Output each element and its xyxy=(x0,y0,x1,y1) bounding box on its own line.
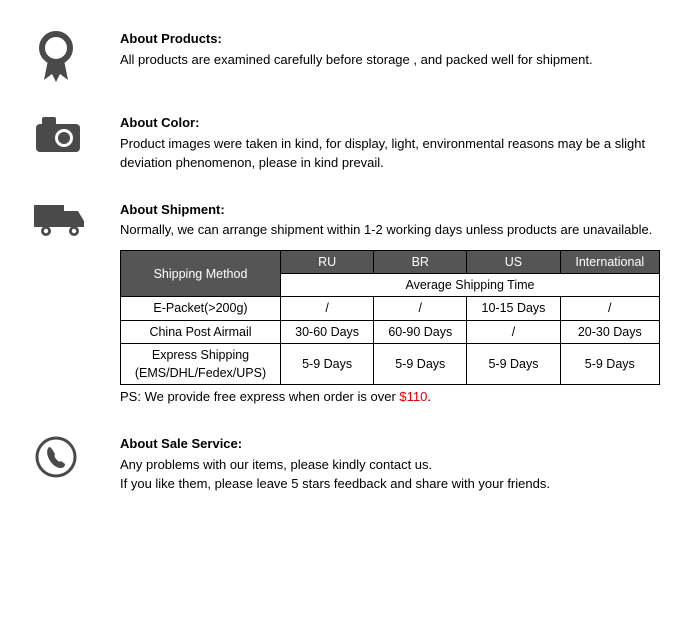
cell: 30-60 Days xyxy=(281,320,374,343)
cell: 60-90 Days xyxy=(374,320,467,343)
service-body2: If you like them, please leave 5 stars f… xyxy=(120,475,670,494)
cell: / xyxy=(560,297,659,320)
camera-icon xyxy=(30,114,120,154)
section-shipment: About Shipment: Normally, we can arrange… xyxy=(30,201,670,407)
table-row: Express Shipping (EMS/DHL/Fedex/UPS) 5-9… xyxy=(121,343,660,384)
truck-icon xyxy=(30,201,120,239)
region-header: International xyxy=(560,251,659,274)
region-header: US xyxy=(467,251,560,274)
color-body: Product images were taken in kind, for d… xyxy=(120,135,670,173)
avg-label: Average Shipping Time xyxy=(281,274,660,297)
table-header-row: Shipping Method RU BR US International xyxy=(121,251,660,274)
region-header: BR xyxy=(374,251,467,274)
table-row: China Post Airmail 30-60 Days 60-90 Days… xyxy=(121,320,660,343)
cell: / xyxy=(467,320,560,343)
method-cell: China Post Airmail xyxy=(121,320,281,343)
cell: 10-15 Days xyxy=(467,297,560,320)
products-heading: About Products: xyxy=(120,30,670,49)
method-cell: E-Packet(>200g) xyxy=(121,297,281,320)
shipping-table: Shipping Method RU BR US International A… xyxy=(120,250,660,385)
cell: 5-9 Days xyxy=(374,343,467,384)
shipment-body: Normally, we can arrange shipment within… xyxy=(120,221,670,240)
section-color: About Color: Product images were taken i… xyxy=(30,114,670,173)
region-header: RU xyxy=(281,251,374,274)
service-content: About Sale Service: Any problems with ou… xyxy=(120,435,670,494)
service-body1: Any problems with our items, please kind… xyxy=(120,456,670,475)
method-header: Shipping Method xyxy=(121,251,281,297)
cell: / xyxy=(281,297,374,320)
cell: 5-9 Days xyxy=(467,343,560,384)
products-content: About Products: All products are examine… xyxy=(120,30,670,70)
ps-prefix: PS: We provide free express when order i… xyxy=(120,389,399,404)
cell: / xyxy=(374,297,467,320)
method-cell: Express Shipping (EMS/DHL/Fedex/UPS) xyxy=(121,343,281,384)
color-content: About Color: Product images were taken i… xyxy=(120,114,670,173)
service-heading: About Sale Service: xyxy=(120,435,670,454)
ps-suffix: . xyxy=(427,389,431,404)
shipment-heading: About Shipment: xyxy=(120,201,670,220)
table-row: E-Packet(>200g) / / 10-15 Days / xyxy=(121,297,660,320)
color-heading: About Color: xyxy=(120,114,670,133)
ps-amount: $110 xyxy=(399,389,427,404)
products-body: All products are examined carefully befo… xyxy=(120,51,670,70)
phone-icon xyxy=(30,435,120,479)
cell: 5-9 Days xyxy=(560,343,659,384)
cell: 20-30 Days xyxy=(560,320,659,343)
shipment-content: About Shipment: Normally, we can arrange… xyxy=(120,201,670,407)
cell: 5-9 Days xyxy=(281,343,374,384)
ps-line: PS: We provide free express when order i… xyxy=(120,388,670,407)
section-service: About Sale Service: Any problems with ou… xyxy=(30,435,670,494)
section-products: About Products: All products are examine… xyxy=(30,30,670,86)
ribbon-icon xyxy=(30,30,120,86)
